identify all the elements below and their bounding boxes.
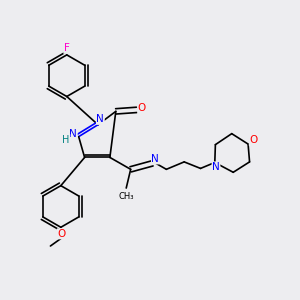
Text: N: N (152, 154, 159, 164)
Text: N: N (97, 114, 104, 124)
Text: CH₃: CH₃ (118, 192, 134, 201)
Text: N: N (212, 162, 220, 172)
Text: F: F (64, 44, 70, 53)
Text: N: N (69, 129, 77, 139)
Text: H: H (62, 135, 70, 145)
Text: O: O (57, 229, 66, 239)
Text: O: O (138, 103, 146, 113)
Text: O: O (249, 136, 258, 146)
